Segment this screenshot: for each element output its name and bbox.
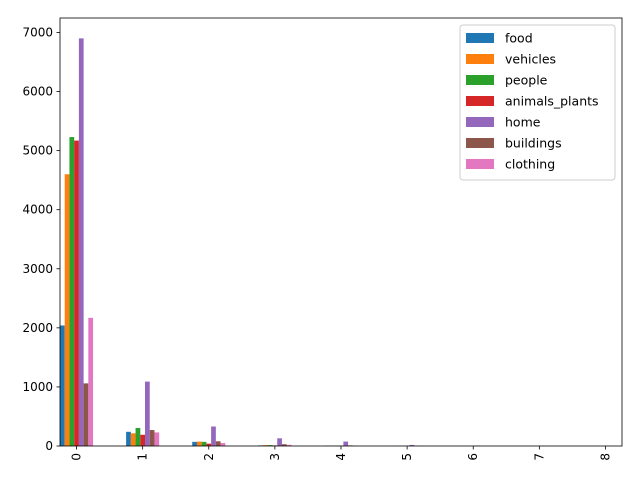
legend-swatch-people: [466, 75, 494, 85]
bar-clothing-0: [88, 317, 94, 446]
bar-clothing-2: [220, 443, 226, 446]
y-tick-label: 6000: [22, 85, 53, 99]
x-tick-label: 6: [466, 453, 480, 461]
bar-people-2: [201, 441, 207, 446]
bar-animals_plants-0: [74, 140, 79, 446]
bar-animals_plants-1: [140, 434, 146, 446]
bar-food-1: [126, 431, 131, 446]
y-tick-label: 1000: [22, 380, 53, 394]
legend-label-buildings: buildings: [505, 136, 562, 151]
y-tick-label: 7000: [22, 25, 53, 39]
x-tick-label: 4: [334, 453, 348, 461]
legend-label-home: home: [505, 115, 541, 130]
y-tick-label: 0: [45, 439, 53, 453]
legend-swatch-food: [466, 33, 494, 43]
axes-group: 0 1000 2000 3000 4000 5000 6000 7000 0 1 2 3 4 5 6 7 8: [22, 17, 623, 461]
y-tick-label: 4000: [22, 203, 53, 217]
x-tick-label: 3: [268, 453, 282, 461]
x-tick-label: 8: [598, 453, 612, 461]
x-tick-label: 7: [532, 453, 546, 461]
x-tick-label: 1: [136, 453, 150, 461]
x-tick-label: 5: [400, 453, 414, 461]
bar-home-3: [277, 438, 282, 446]
legend-swatch-animals_plants: [466, 96, 494, 106]
bar-people-3: [267, 445, 273, 446]
bar-buildings-3: [281, 444, 287, 446]
bar-food-2: [192, 441, 197, 446]
x-tick-label: 2: [202, 453, 216, 461]
bar-clothing-3: [286, 444, 292, 446]
legend-swatch-clothing: [466, 159, 494, 169]
bar-vehicles-2: [196, 441, 202, 446]
legend-swatch-home: [466, 117, 494, 127]
bars-group: [60, 38, 613, 447]
bar-home-5: [409, 444, 415, 446]
bar-people-0: [69, 137, 75, 447]
bar-buildings-2: [215, 441, 221, 446]
bar-vehicles-3: [263, 445, 268, 446]
legend-label-vehicles: vehicles: [505, 52, 556, 67]
bar-home-4: [343, 441, 349, 446]
legend-swatch-vehicles: [466, 54, 494, 64]
bar-food-0: [60, 325, 65, 446]
x-tick-label: 0: [70, 453, 84, 461]
bar-animals_plants-2: [206, 443, 212, 446]
legend-label-people: people: [505, 73, 548, 88]
bar-home-1: [145, 381, 150, 446]
legend-box: [459, 24, 616, 181]
y-tick-label: 3000: [22, 262, 53, 276]
bar-vehicles-1: [130, 433, 136, 446]
bar-home-0: [78, 38, 84, 446]
bar-clothing-1: [154, 432, 160, 446]
legend-label-clothing: clothing: [505, 157, 555, 172]
bar-vehicles-0: [64, 174, 70, 446]
legend-label-animals_plants: animals_plants: [505, 94, 599, 109]
bar-home-2: [211, 426, 216, 446]
y-tick-label: 5000: [22, 144, 53, 158]
bar-buildings-1: [149, 430, 155, 446]
bar-people-1: [135, 427, 141, 446]
legend-label-food: food: [505, 31, 533, 46]
bar-buildings-0: [83, 383, 89, 446]
legend-swatch-buildings: [466, 138, 494, 148]
y-tick-label: 2000: [22, 321, 53, 335]
